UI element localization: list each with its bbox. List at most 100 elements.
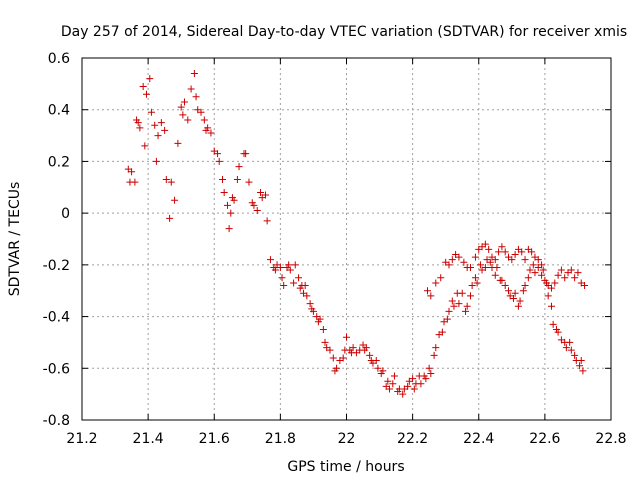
data-point xyxy=(576,362,584,370)
y-tick-label: -0.4 xyxy=(43,310,70,326)
data-point xyxy=(280,282,288,290)
data-point xyxy=(491,271,499,279)
data-point xyxy=(136,124,144,132)
data-point xyxy=(437,274,445,282)
data-point xyxy=(291,261,299,269)
data-point xyxy=(445,261,453,269)
x-tick-labels: 21.2 21.4 21.6 21.8 22 22.2 22.4 22.6 22.8 xyxy=(66,431,626,447)
data-point xyxy=(295,274,303,282)
data-point xyxy=(366,351,374,359)
data-point xyxy=(577,357,585,365)
data-point xyxy=(531,269,539,277)
data-point xyxy=(539,266,547,274)
y-tick-label: -0.8 xyxy=(43,413,70,429)
data-point xyxy=(471,274,479,282)
data-point xyxy=(463,302,471,310)
data-point xyxy=(179,111,187,119)
data-point xyxy=(174,139,182,147)
data-point xyxy=(171,196,179,204)
data-point xyxy=(528,248,536,256)
data-point xyxy=(571,351,579,359)
data-point xyxy=(430,351,438,359)
data-point xyxy=(215,157,223,165)
data-point xyxy=(207,129,215,137)
data-point xyxy=(554,271,562,279)
data-point xyxy=(417,380,425,388)
data-point xyxy=(316,315,324,323)
data-point xyxy=(455,300,463,308)
data-point xyxy=(511,251,519,259)
data-point xyxy=(462,307,470,315)
data-point xyxy=(526,266,534,274)
x-tick-label: 21.2 xyxy=(66,431,97,447)
data-point xyxy=(524,274,532,282)
data-point xyxy=(450,302,458,310)
axis-ticks xyxy=(81,57,612,421)
x-axis-label: GPS time / hours xyxy=(287,459,404,475)
data-point xyxy=(233,176,241,184)
data-point xyxy=(509,294,517,302)
data-point xyxy=(448,256,456,264)
data-point xyxy=(481,263,489,271)
data-point xyxy=(498,243,506,251)
data-point xyxy=(485,245,493,253)
data-point xyxy=(468,282,476,290)
data-point xyxy=(200,116,208,124)
data-point xyxy=(448,297,456,305)
data-point xyxy=(134,119,142,127)
data-point xyxy=(422,375,430,383)
x-tick-label: 22 xyxy=(338,431,356,447)
chart-title: Day 257 of 2014, Sidereal Day-to-day VTE… xyxy=(61,24,627,40)
data-point xyxy=(319,326,327,333)
y-tick-label: 0.2 xyxy=(48,154,70,170)
data-point xyxy=(455,253,463,261)
data-point xyxy=(519,287,527,295)
data-point xyxy=(278,274,286,282)
data-point xyxy=(154,132,162,140)
y-tick-label: 0.6 xyxy=(48,51,70,67)
data-point xyxy=(521,256,529,264)
data-point xyxy=(223,201,231,209)
data-point xyxy=(301,282,309,290)
data-point xyxy=(505,287,513,295)
data-point xyxy=(204,124,212,132)
data-point xyxy=(409,375,417,383)
data-point xyxy=(250,201,258,209)
data-point xyxy=(508,256,516,264)
data-point xyxy=(581,282,589,290)
data-point xyxy=(410,385,418,393)
data-point xyxy=(501,282,509,290)
data-point xyxy=(389,380,397,388)
data-point xyxy=(549,320,557,328)
data-point xyxy=(286,266,294,274)
data-point xyxy=(466,292,474,300)
data-point xyxy=(166,214,174,222)
data-point xyxy=(220,188,228,196)
data-point xyxy=(432,344,440,352)
data-point xyxy=(481,240,489,248)
data-point xyxy=(495,248,503,256)
data-point xyxy=(460,258,468,266)
x-tick-label: 22.8 xyxy=(595,431,626,447)
data-point xyxy=(554,328,562,336)
data-point xyxy=(167,178,175,186)
data-point xyxy=(266,256,274,264)
y-tick-label: -0.2 xyxy=(43,258,70,274)
data-point xyxy=(187,85,195,93)
data-point xyxy=(541,276,549,284)
grid-lines xyxy=(82,58,611,420)
data-point xyxy=(329,354,337,362)
data-point xyxy=(151,121,159,129)
data-point xyxy=(152,157,160,165)
data-point xyxy=(197,108,205,116)
data-point xyxy=(180,98,188,106)
data-point xyxy=(501,248,509,256)
data-point xyxy=(309,307,317,315)
data-point xyxy=(571,274,579,282)
data-point xyxy=(445,307,453,315)
data-point xyxy=(242,150,250,158)
data-point xyxy=(161,126,169,134)
data-point xyxy=(326,346,334,354)
data-point xyxy=(139,82,147,90)
